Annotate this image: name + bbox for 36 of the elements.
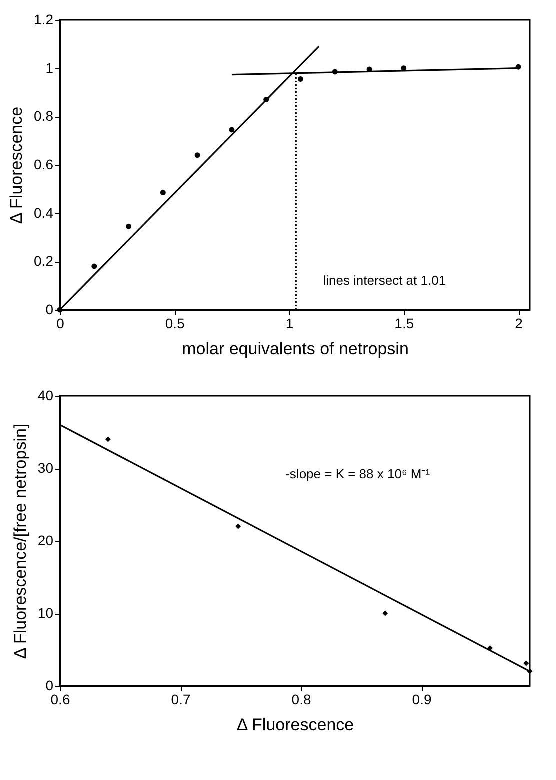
y-tick-label: 0.2 bbox=[34, 253, 54, 270]
y-axis-title: Δ Fluorescence/[free netropsin] bbox=[10, 424, 30, 660]
point bbox=[229, 127, 235, 133]
x-tick-label: 0 bbox=[56, 316, 65, 332]
x-tick-label: 0.7 bbox=[171, 692, 191, 708]
point bbox=[298, 76, 304, 82]
y-tick-label: 0 bbox=[46, 678, 54, 694]
y-tick-label: 0.4 bbox=[34, 204, 54, 221]
point bbox=[194, 152, 200, 158]
x-tick-label: 0.5 bbox=[165, 316, 186, 332]
y-axis-title: Δ Fluorescence bbox=[7, 106, 26, 224]
y-tick-label: 0 bbox=[46, 302, 54, 318]
x-axis-title: molar equivalents of netropsin bbox=[182, 340, 409, 358]
x-axis-title: Δ Fluorescence bbox=[236, 716, 354, 734]
annotation: -slope = K = 88 x 10⁶ M⁻¹ bbox=[286, 466, 431, 482]
y-tick-label: 30 bbox=[38, 460, 54, 476]
y-tick-label: 40 bbox=[38, 388, 54, 404]
y-tick-label: 1.2 bbox=[34, 12, 54, 28]
point bbox=[524, 660, 530, 666]
x-tick-label: 1.5 bbox=[394, 316, 414, 332]
x-tick-label: 1 bbox=[286, 316, 294, 332]
y-tick-label: 10 bbox=[38, 605, 54, 621]
y-tick-label: 1 bbox=[46, 60, 54, 76]
x-tick-label: 0.8 bbox=[292, 692, 312, 708]
point bbox=[92, 264, 98, 270]
y-tick-label: 20 bbox=[38, 532, 54, 548]
x-tick-label: 0.9 bbox=[412, 692, 432, 708]
x-tick-label: 2 bbox=[515, 316, 524, 332]
point bbox=[382, 610, 388, 616]
annotation: lines intersect at 1.01 bbox=[323, 273, 446, 288]
y-tick-label: 0.8 bbox=[34, 108, 54, 124]
point bbox=[126, 224, 132, 230]
y-tick-label: 0.6 bbox=[34, 156, 54, 172]
point bbox=[105, 436, 111, 442]
point bbox=[160, 190, 166, 196]
point bbox=[236, 524, 242, 530]
